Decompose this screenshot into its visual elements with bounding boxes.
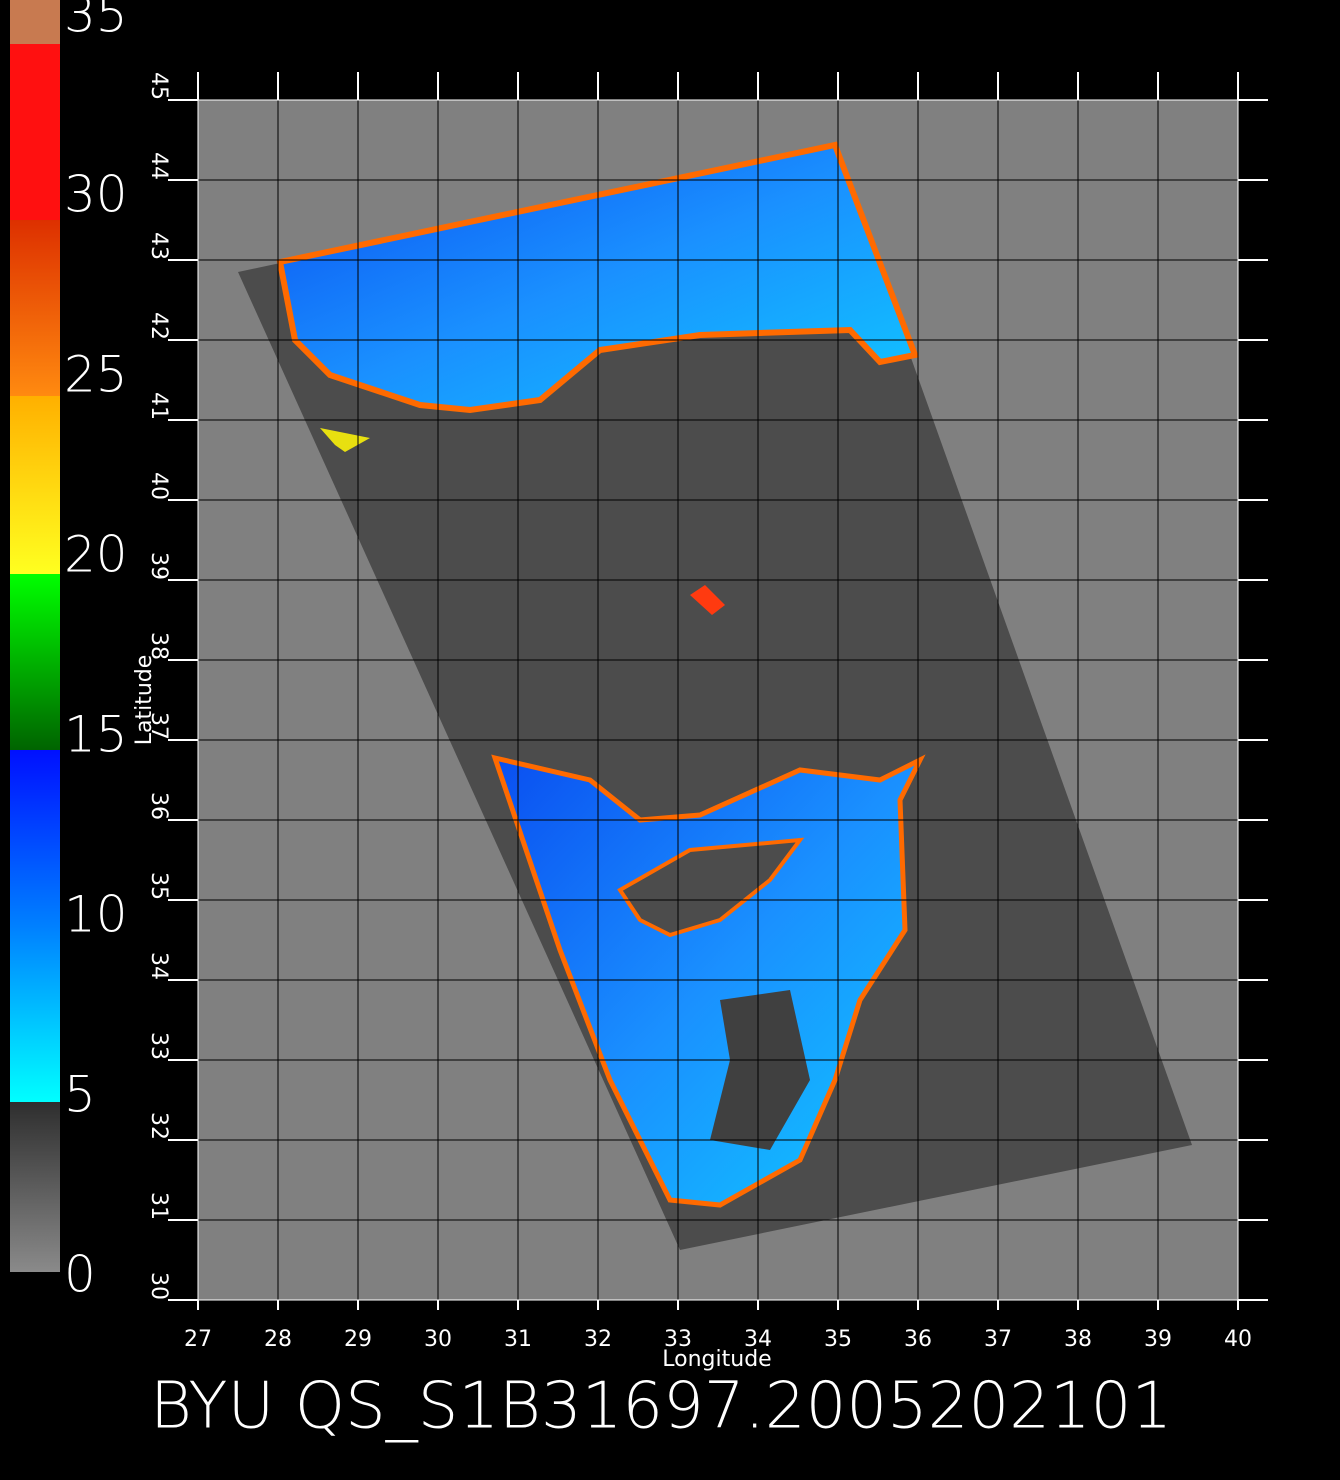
lat-label: 39 xyxy=(146,552,171,580)
lake xyxy=(690,585,725,615)
lat-label: 44 xyxy=(146,152,171,180)
x-axis-title: Longitude xyxy=(662,1347,771,1372)
y-axis-title: Latitude xyxy=(132,655,157,746)
colorbar-label: 0 xyxy=(64,1246,96,1304)
colorbar: 0 5 10 15 20 25 30 35 xyxy=(10,0,128,1304)
lon-label: 40 xyxy=(1224,1327,1252,1352)
lat-label: 32 xyxy=(146,1112,171,1140)
colorbar-segment xyxy=(10,396,60,574)
lon-label: 32 xyxy=(584,1327,612,1352)
colorbar-label: 10 xyxy=(64,886,128,944)
lat-label: 37 xyxy=(146,712,171,740)
map: 27 28 29 30 31 32 33 34 35 36 37 38 39 40 30 31 32 33 34 35… xyxy=(132,72,1268,1372)
lat-label: 31 xyxy=(146,1192,171,1220)
lat-label: 30 xyxy=(146,1272,171,1300)
colorbar-segment xyxy=(10,220,60,396)
map-frame xyxy=(197,99,1239,1301)
lon-label: 35 xyxy=(824,1327,852,1352)
lat-label: 41 xyxy=(146,392,171,420)
colorbar-label: 20 xyxy=(64,526,128,584)
colorbar-label: 25 xyxy=(64,346,128,404)
lon-label: 37 xyxy=(984,1327,1012,1352)
colorbar-segment xyxy=(10,750,60,1102)
lon-label: 27 xyxy=(184,1327,212,1352)
lon-label: 34 xyxy=(744,1327,772,1352)
low-wind-area xyxy=(710,990,810,1150)
lon-label: 31 xyxy=(504,1327,532,1352)
colorbar-segment xyxy=(10,1102,60,1272)
lat-label: 45 xyxy=(146,72,171,100)
eastern-mediterranean xyxy=(491,754,926,1208)
grid: 27 28 29 30 31 32 33 34 35 36 37 38 39 40 30 31 32 33 34 35… xyxy=(146,72,1268,1352)
lon-label: 36 xyxy=(904,1327,932,1352)
lon-label: 39 xyxy=(1144,1327,1172,1352)
lat-label: 42 xyxy=(146,312,171,340)
lon-label: 28 xyxy=(264,1327,292,1352)
lat-label: 35 xyxy=(146,872,171,900)
lon-label: 29 xyxy=(344,1327,372,1352)
lon-label: 30 xyxy=(424,1327,452,1352)
lat-label: 36 xyxy=(146,792,171,820)
colorbar-label: 30 xyxy=(64,166,128,224)
colorbar-label: 5 xyxy=(64,1066,96,1124)
image-title: BYU QS_S1B31697.2005202101 xyxy=(150,1370,1172,1444)
colorbar-label: 15 xyxy=(64,706,128,764)
lat-label: 38 xyxy=(146,632,171,660)
lat-label: 34 xyxy=(146,952,171,980)
lat-label: 33 xyxy=(146,1032,171,1060)
swath xyxy=(238,145,1192,1250)
colorbar-segment xyxy=(10,0,60,44)
lon-label: 33 xyxy=(664,1327,692,1352)
colorbar-segment xyxy=(10,574,60,750)
colorbar-label: 35 xyxy=(64,0,128,44)
lat-label: 40 xyxy=(146,472,171,500)
lon-label: 38 xyxy=(1064,1327,1092,1352)
lat-label: 43 xyxy=(146,232,171,260)
lake xyxy=(320,428,370,452)
colorbar-segment xyxy=(10,44,60,220)
